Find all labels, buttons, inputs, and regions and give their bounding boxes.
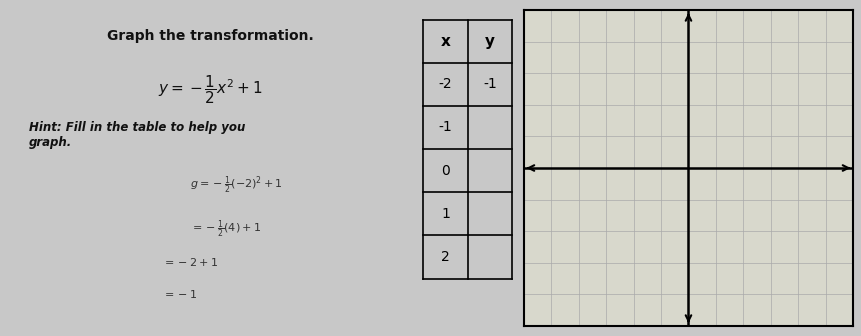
Text: $g = -\frac{1}{2}(-2)^2 + 1$: $g = -\frac{1}{2}(-2)^2 + 1$ [189, 174, 282, 196]
Text: -2: -2 [438, 77, 452, 91]
Text: Graph the transformation.: Graph the transformation. [107, 29, 313, 43]
Text: x: x [440, 34, 450, 49]
Text: $= -\frac{1}{2}(4) + 1$: $= -\frac{1}{2}(4) + 1$ [189, 218, 261, 240]
Text: 1: 1 [441, 207, 449, 221]
Text: 2: 2 [441, 250, 449, 264]
Text: -1: -1 [438, 121, 452, 134]
Text: Hint: Fill in the table to help you
graph.: Hint: Fill in the table to help you grap… [28, 121, 245, 149]
Text: y: y [484, 34, 494, 49]
Text: $= -2 + 1$: $= -2 + 1$ [162, 256, 218, 268]
Text: $y = -\dfrac{1}{2}x^2 + 1$: $y = -\dfrac{1}{2}x^2 + 1$ [158, 73, 262, 106]
Text: -1: -1 [482, 77, 496, 91]
Text: 0: 0 [441, 164, 449, 178]
Text: $= -1$: $= -1$ [162, 288, 197, 300]
